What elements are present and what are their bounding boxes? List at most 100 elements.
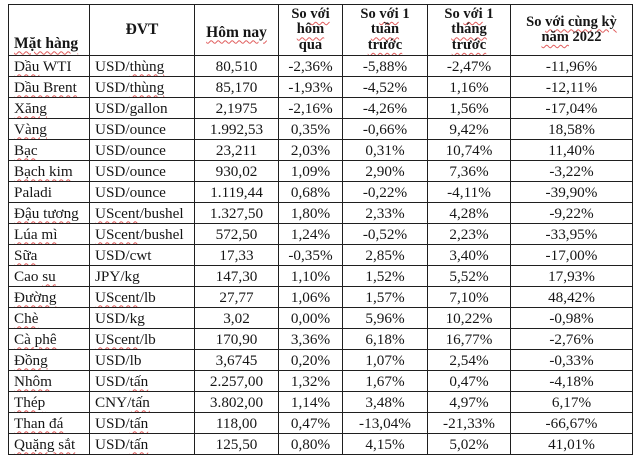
word: So: [360, 5, 380, 22]
misspelled-word: Nhôm: [14, 372, 52, 390]
cell-unit: JPY/kg: [89, 265, 195, 287]
cell-vs_week: -4,26%: [342, 97, 428, 119]
cell-unit: USD/tấn: [89, 412, 195, 434]
word: USD/ounce: [95, 183, 166, 201]
word: Paladi: [14, 183, 52, 201]
cell-unit: USD/tấn: [89, 433, 195, 455]
table-row: Đồng USD/lb 3,6745 0,20% 1,07% 2,54% -0,33%: [8, 349, 633, 371]
header-line: hôm: [281, 22, 340, 38]
cell-vs_week: 1,52%: [342, 265, 428, 287]
cell-vs_2022: 6,17%: [510, 391, 633, 413]
cell-vs_month: 2,54%: [427, 349, 511, 371]
cell-vs_week: 2,90%: [342, 160, 428, 182]
cell-vs_month: 7,10%: [427, 286, 511, 308]
word: USD/lb: [95, 351, 142, 369]
cell-vs_month: 10,22%: [427, 307, 511, 329]
cell-vs_yesterday: -1,93%: [278, 76, 343, 98]
misspelled-word: tuần: [370, 21, 400, 38]
misspelled-word: với cùng kỳ: [545, 13, 617, 30]
table-row: Đậu tương UScent/bushel 1.327,50 1,80% 2,33%…: [8, 202, 633, 224]
cell-vs_week: 2,85%: [342, 244, 428, 266]
misspelled-word: su: [42, 267, 56, 285]
table-row: Paladi USD/ounce 1.119,44 0,68% -0,22% -4,11%…: [8, 181, 633, 203]
misspelled-word: Bạc: [14, 141, 38, 159]
commodity-price-table: Mặt hàng ĐVT Hôm nay So với hôm qua So với 1 tu…: [8, 4, 633, 455]
misspelled-word: thùng: [129, 78, 165, 96]
cell-vs_2022: 41,01%: [510, 433, 633, 455]
word: USD/: [95, 78, 130, 96]
table-row: Than đá USD/tấn 118,00 0,47% -13,04% -21,33% -…: [8, 412, 633, 434]
cell-vs_2022: -12,11%: [510, 76, 633, 98]
cell-vs_month: 4,97%: [427, 391, 511, 413]
cell-vs_2022: -11,96%: [510, 55, 633, 77]
cell-vs_week: -4,52%: [342, 76, 428, 98]
misspelled-word: tấn: [129, 414, 149, 432]
cell-vs_yesterday: -2,16%: [278, 97, 343, 119]
table-row: Dầu Brent USD/thùng 85,170 -1,93% -4,52% 1,16…: [8, 76, 633, 98]
cell-unit: UScent/bushel: [89, 202, 195, 224]
table-row: Quặng sắt USD/tấn 125,50 0,80% 4,15% 5,02% 41,…: [8, 433, 633, 455]
cell-today: 118,00: [194, 412, 279, 434]
misspelled-word: Sữa: [14, 246, 38, 264]
cell-today: 147,30: [194, 265, 279, 287]
cell-vs_month: -21,33%: [427, 412, 511, 434]
cell-name: Paladi: [8, 181, 90, 203]
table-body: Dầu WTI USD/thùng 80,510 -2,36% -5,88% -2,47%…: [8, 55, 633, 455]
misspelled-word: tấn: [129, 435, 149, 453]
word: So: [526, 13, 546, 30]
misspelled-word: Dầu: [14, 57, 40, 75]
cell-vs_week: 1,67%: [342, 370, 428, 392]
cell-today: 1.119,44: [194, 181, 279, 203]
word: /bushel: [139, 204, 184, 222]
cell-today: 2.257,00: [194, 370, 279, 392]
cell-unit: UScent/lb: [89, 286, 195, 308]
cell-name: Lúa mì: [8, 223, 90, 245]
cell-today: 572,50: [194, 223, 279, 245]
misspelled-word: UScent: [95, 204, 140, 222]
cell-name: Quặng sắt: [8, 433, 90, 455]
cell-name: Cà phê: [8, 328, 90, 350]
cell-unit: USD/tấn: [89, 370, 195, 392]
table-row: Cà phê UScent/lb 170,90 3,36% 6,18% 16,77% -2,…: [8, 328, 633, 350]
header-line: So với 1: [430, 6, 508, 23]
column-header-vs_2022: So với cùng kỳ năm 2022: [510, 4, 633, 56]
word: USD/: [95, 414, 130, 432]
misspelled-word: Than đá: [14, 414, 64, 432]
cell-vs_yesterday: 0,00%: [278, 307, 343, 329]
misspelled-word: hôm: [296, 21, 325, 38]
cell-vs_month: 10,74%: [427, 139, 511, 161]
cell-vs_2022: 17,93%: [510, 265, 633, 287]
cell-vs_2022: -17,00%: [510, 244, 633, 266]
cell-name: Vàng: [8, 118, 90, 140]
misspelled-word: Quặng sắt: [14, 435, 76, 453]
cell-vs_yesterday: 1,09%: [278, 160, 343, 182]
cell-vs_week: -0,22%: [342, 181, 428, 203]
misspelled-word: Bạch kim: [14, 162, 73, 180]
cell-unit: USD/ounce: [89, 181, 195, 203]
table-row: Xăng USD/gallon 2,1975 -2,16% -4,26% 1,56% -17…: [8, 97, 633, 119]
misspelled-word: Dầu Brent: [14, 78, 77, 96]
table-row: Bạch kim USD/ounce 930,02 1,09% 2,90% 7,36% -3…: [8, 160, 633, 182]
cell-name: Chè: [8, 307, 90, 329]
cell-vs_2022: -0,98%: [510, 307, 633, 329]
cell-vs_month: -4,11%: [427, 181, 511, 203]
misspelled-word: trước: [451, 36, 487, 53]
cell-unit: UScent/lb: [89, 328, 195, 350]
cell-vs_yesterday: 1,24%: [278, 223, 343, 245]
cell-vs_month: 0,47%: [427, 370, 511, 392]
cell-name: Đậu tương: [8, 202, 90, 224]
table-row: Lúa mì UScent/bushel 572,50 1,24% -0,52% 2,23…: [8, 223, 633, 245]
cell-vs_2022: -39,90%: [510, 181, 633, 203]
word: CNY/: [95, 393, 132, 411]
word: USD/ounce: [95, 120, 166, 138]
misspelled-word: Lúa mì: [14, 225, 58, 243]
misspelled-word: Đậu tương: [14, 204, 79, 222]
word: USD/kg: [95, 309, 145, 327]
cell-vs_month: 1,16%: [427, 76, 511, 98]
table-row: Cao su JPY/kg 147,30 1,10% 1,52% 5,52% 17,93%: [8, 265, 633, 287]
word: /bushel: [139, 225, 184, 243]
table-row: Đường UScent/lb 27,77 1,06% 1,57% 7,10% 48,42%: [8, 286, 633, 308]
word: ĐVT: [125, 21, 159, 39]
word: WTI: [39, 57, 72, 75]
misspelled-word: Vàng: [14, 120, 47, 138]
